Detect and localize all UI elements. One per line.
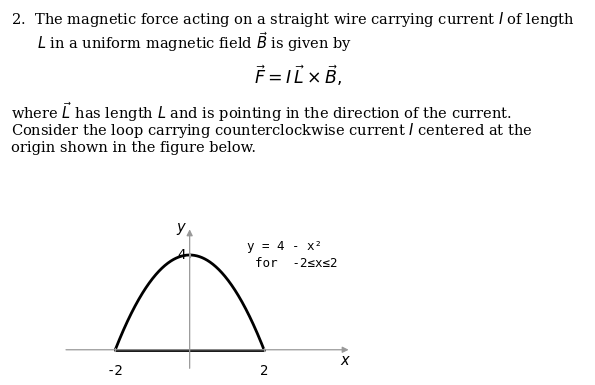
Text: origin shown in the figure below.: origin shown in the figure below. [11, 141, 256, 155]
Text: Consider the loop carrying counterclockwise current $I$ centered at the: Consider the loop carrying counterclockw… [11, 121, 533, 140]
Text: 2.  The magnetic force acting on a straight wire carrying current $I$ of length: 2. The magnetic force acting on a straig… [11, 10, 575, 28]
Text: 4: 4 [177, 248, 185, 262]
Text: where $\vec{L}$ has length $L$ and is pointing in the direction of the current.: where $\vec{L}$ has length $L$ and is po… [11, 100, 512, 124]
Text: y = 4 - x²: y = 4 - x² [248, 240, 322, 253]
Text: $x$: $x$ [340, 354, 352, 368]
Text: $\vec{F} = I\,\vec{L} \times \vec{B},$: $\vec{F} = I\,\vec{L} \times \vec{B},$ [253, 64, 342, 88]
Text: for  -2≤x≤2: for -2≤x≤2 [255, 257, 337, 270]
Text: $y$: $y$ [176, 221, 187, 237]
Text: $L$ in a uniform magnetic field $\vec{B}$ is given by: $L$ in a uniform magnetic field $\vec{B}… [37, 30, 353, 54]
Text: -2: -2 [107, 365, 124, 378]
Text: 2: 2 [260, 365, 268, 378]
